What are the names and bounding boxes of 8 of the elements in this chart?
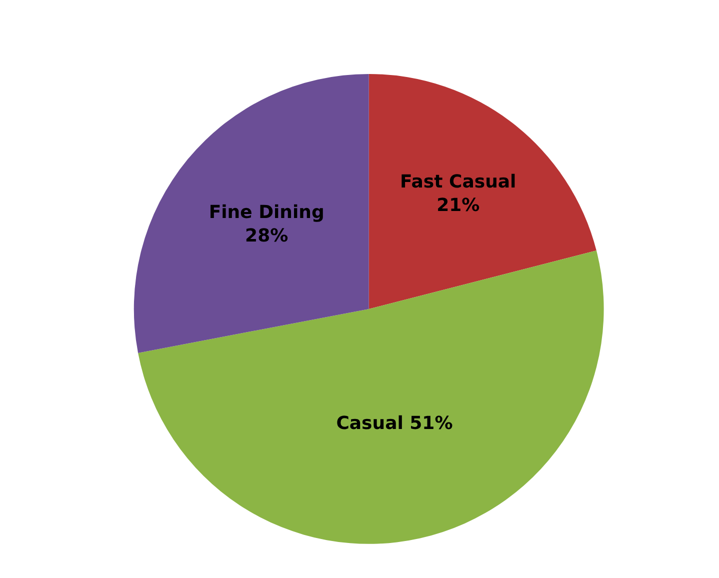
- slice-label: Casual 51%: [336, 413, 453, 434]
- pie-slice: [368, 74, 596, 309]
- data-label: 21%: [436, 195, 480, 216]
- data-label: 28%: [245, 226, 288, 247]
- pie-slice: [134, 74, 369, 353]
- slice-label: Fine Dining: [208, 202, 324, 224]
- slice-label: Fast Casual: [400, 172, 516, 193]
- pie-slice: [138, 250, 604, 544]
